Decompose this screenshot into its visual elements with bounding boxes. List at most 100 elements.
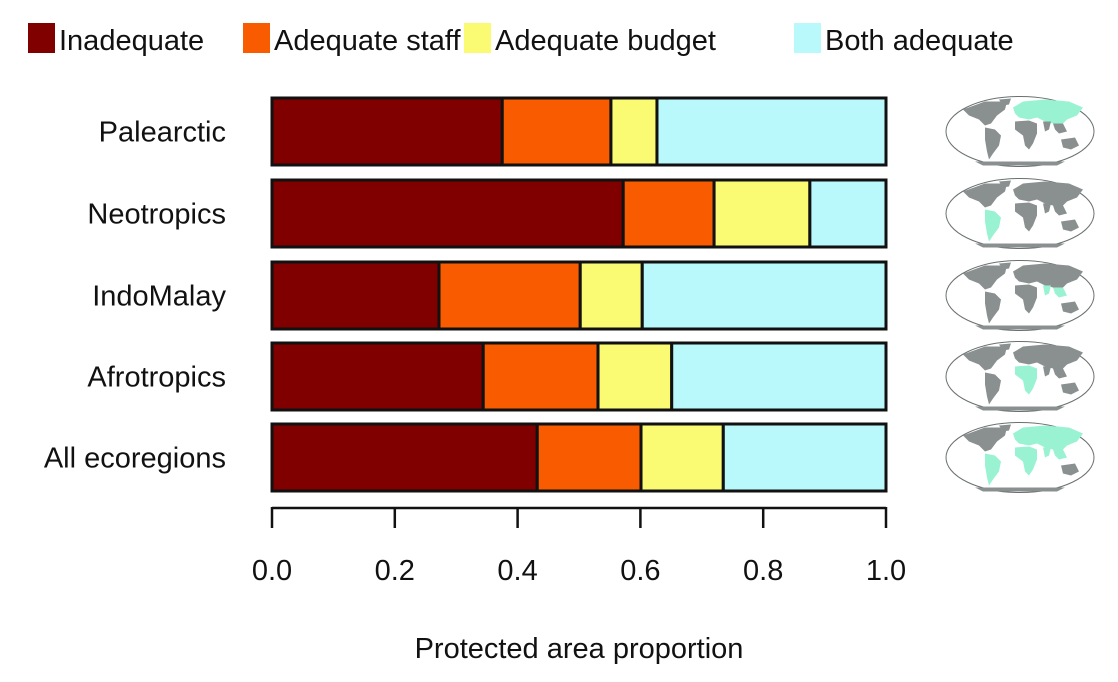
bar-segment	[808, 178, 888, 249]
afrotropics-map-icon	[945, 341, 1095, 412]
map-landmass	[1043, 447, 1051, 458]
bar-segment	[500, 96, 613, 167]
bar-group	[270, 422, 888, 493]
bar-segment	[481, 341, 600, 412]
map-landmass	[985, 453, 1001, 486]
bar-segment	[270, 422, 539, 493]
bar-segment	[621, 178, 716, 249]
map-landmass	[999, 98, 1011, 106]
map-landmass	[1015, 365, 1037, 395]
map-landmass	[1061, 137, 1079, 150]
map-landmass	[1053, 123, 1067, 134]
bar-group	[270, 341, 888, 412]
bar-segment	[639, 422, 725, 493]
map-landmass	[963, 265, 1007, 290]
tick-label: 0.4	[497, 555, 537, 587]
map-landmass	[975, 325, 1065, 330]
category-label: Palearctic	[99, 117, 226, 149]
map-landmass	[1043, 285, 1051, 296]
map-landmass	[1015, 446, 1037, 476]
map-landmass	[1043, 203, 1051, 214]
map-landmass	[985, 209, 1001, 242]
category-label: All ecoregions	[44, 443, 226, 475]
bar-group	[270, 96, 888, 167]
map-landmass	[1061, 219, 1079, 232]
bar-segment	[270, 260, 441, 331]
legend-label: Adequate staff	[274, 25, 461, 57]
category-labels: Palearctic Neotropics IndoMalay Afrotropics…	[44, 117, 227, 475]
map-landmass	[963, 346, 1007, 371]
map-landmass	[975, 406, 1065, 411]
x-axis-label: Protected area proportion	[415, 633, 744, 665]
legend-label: Both adequate	[825, 25, 1014, 57]
legend-label: Adequate budget	[495, 25, 716, 57]
map-landmass	[1013, 263, 1083, 290]
x-axis: 0.0 0.2 0.4 0.6 0.8 1.0	[252, 506, 906, 587]
map-landmass	[999, 343, 1011, 351]
category-label: Afrotropics	[87, 362, 226, 394]
map-landmass	[999, 424, 1011, 432]
bar-segment	[535, 422, 643, 493]
map-landmass	[1061, 301, 1079, 314]
bar-segment	[712, 178, 812, 249]
map-landmass	[1015, 120, 1037, 150]
map-landmass	[975, 243, 1065, 248]
tick-label: 1.0	[866, 555, 906, 587]
map-landmass	[1013, 344, 1083, 371]
tick-label: 0.6	[620, 555, 660, 587]
legend-label: Inadequate	[59, 25, 204, 57]
bar-segment	[596, 341, 674, 412]
map-landmass	[1013, 181, 1083, 208]
legend-item: Adequate budget	[464, 23, 716, 57]
map-landmass	[1061, 382, 1079, 395]
bar-segment	[609, 96, 659, 167]
region-maps	[945, 96, 1095, 493]
map-landmass	[1053, 205, 1067, 216]
map-landmass	[1013, 99, 1083, 126]
map-landmass	[963, 183, 1007, 208]
map-landmass	[1015, 202, 1037, 232]
map-landmass	[1053, 449, 1067, 460]
map-landmass	[1061, 463, 1079, 476]
map-landmass	[1013, 425, 1083, 452]
map-landmass	[1053, 287, 1067, 298]
map-landmass	[1015, 284, 1037, 314]
legend-swatch	[28, 23, 55, 53]
map-landmass	[999, 180, 1011, 188]
tick-label: 0.0	[252, 555, 292, 587]
map-landmass	[963, 427, 1007, 452]
bar-segment	[270, 341, 485, 412]
palearctic-map-icon	[945, 96, 1095, 167]
indomalay-map-icon	[945, 260, 1095, 331]
map-landmass	[975, 487, 1065, 492]
bar-group	[270, 178, 888, 249]
legend-swatch	[794, 23, 821, 53]
legend-swatch	[243, 23, 270, 53]
bars	[270, 96, 888, 493]
map-landmass	[1053, 368, 1067, 379]
legend-item: Adequate staff	[243, 23, 461, 57]
map-landmass	[1043, 121, 1051, 132]
map-landmass	[999, 262, 1011, 270]
bar-segment	[270, 96, 504, 167]
legend-swatch	[464, 23, 491, 53]
map-landmass	[985, 291, 1001, 324]
neotropics-map-icon	[945, 178, 1095, 249]
map-landmass	[1043, 366, 1051, 377]
map-landmass	[985, 127, 1001, 160]
map-landmass	[963, 101, 1007, 126]
bar-segment	[655, 96, 888, 167]
legend-item: Inadequate	[28, 23, 204, 57]
bar-segment	[670, 341, 888, 412]
map-landmass	[975, 161, 1065, 166]
category-label: Neotropics	[87, 199, 226, 231]
legend-item: Both adequate	[794, 23, 1014, 57]
map-landmass	[985, 372, 1001, 405]
bar-segment	[721, 422, 888, 493]
bar-segment	[578, 260, 644, 331]
bar-segment	[270, 178, 625, 249]
tick-label: 0.2	[375, 555, 415, 587]
bar-segment	[437, 260, 582, 331]
all-ecoregions-map-icon	[945, 422, 1095, 493]
